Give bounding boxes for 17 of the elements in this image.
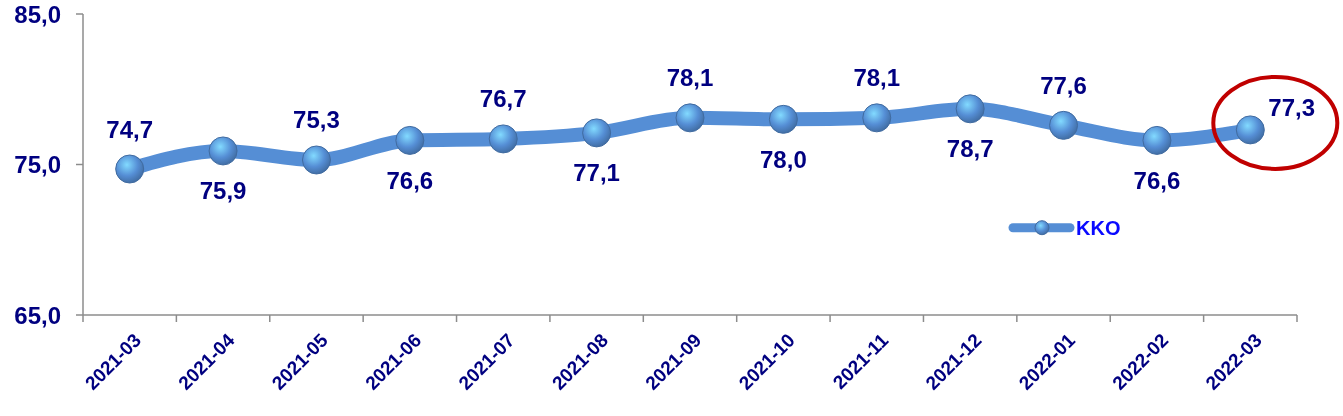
data-label: 77,1 — [573, 159, 620, 187]
data-label: 78,1 — [666, 64, 714, 92]
data-label: 76,7 — [479, 85, 527, 113]
y-tick-label: 65,0 — [14, 301, 61, 329]
y-tick-label: 75,0 — [14, 151, 61, 178]
data-label: 77,3 — [1268, 94, 1316, 122]
data-label: 74,7 — [106, 115, 154, 143]
data-label: 75,3 — [293, 106, 340, 134]
legend-label: KKO — [1076, 216, 1121, 239]
data-label: 78,0 — [760, 145, 807, 173]
data-label: 77,6 — [1040, 71, 1087, 99]
data-label: 75,9 — [199, 177, 247, 205]
data-label: 76,6 — [386, 166, 434, 194]
data-label: 78,1 — [853, 64, 901, 92]
y-tick-label: 85,0 — [14, 0, 61, 28]
data-label: 76,6 — [1133, 166, 1181, 194]
data-label: 78,7 — [946, 135, 994, 163]
